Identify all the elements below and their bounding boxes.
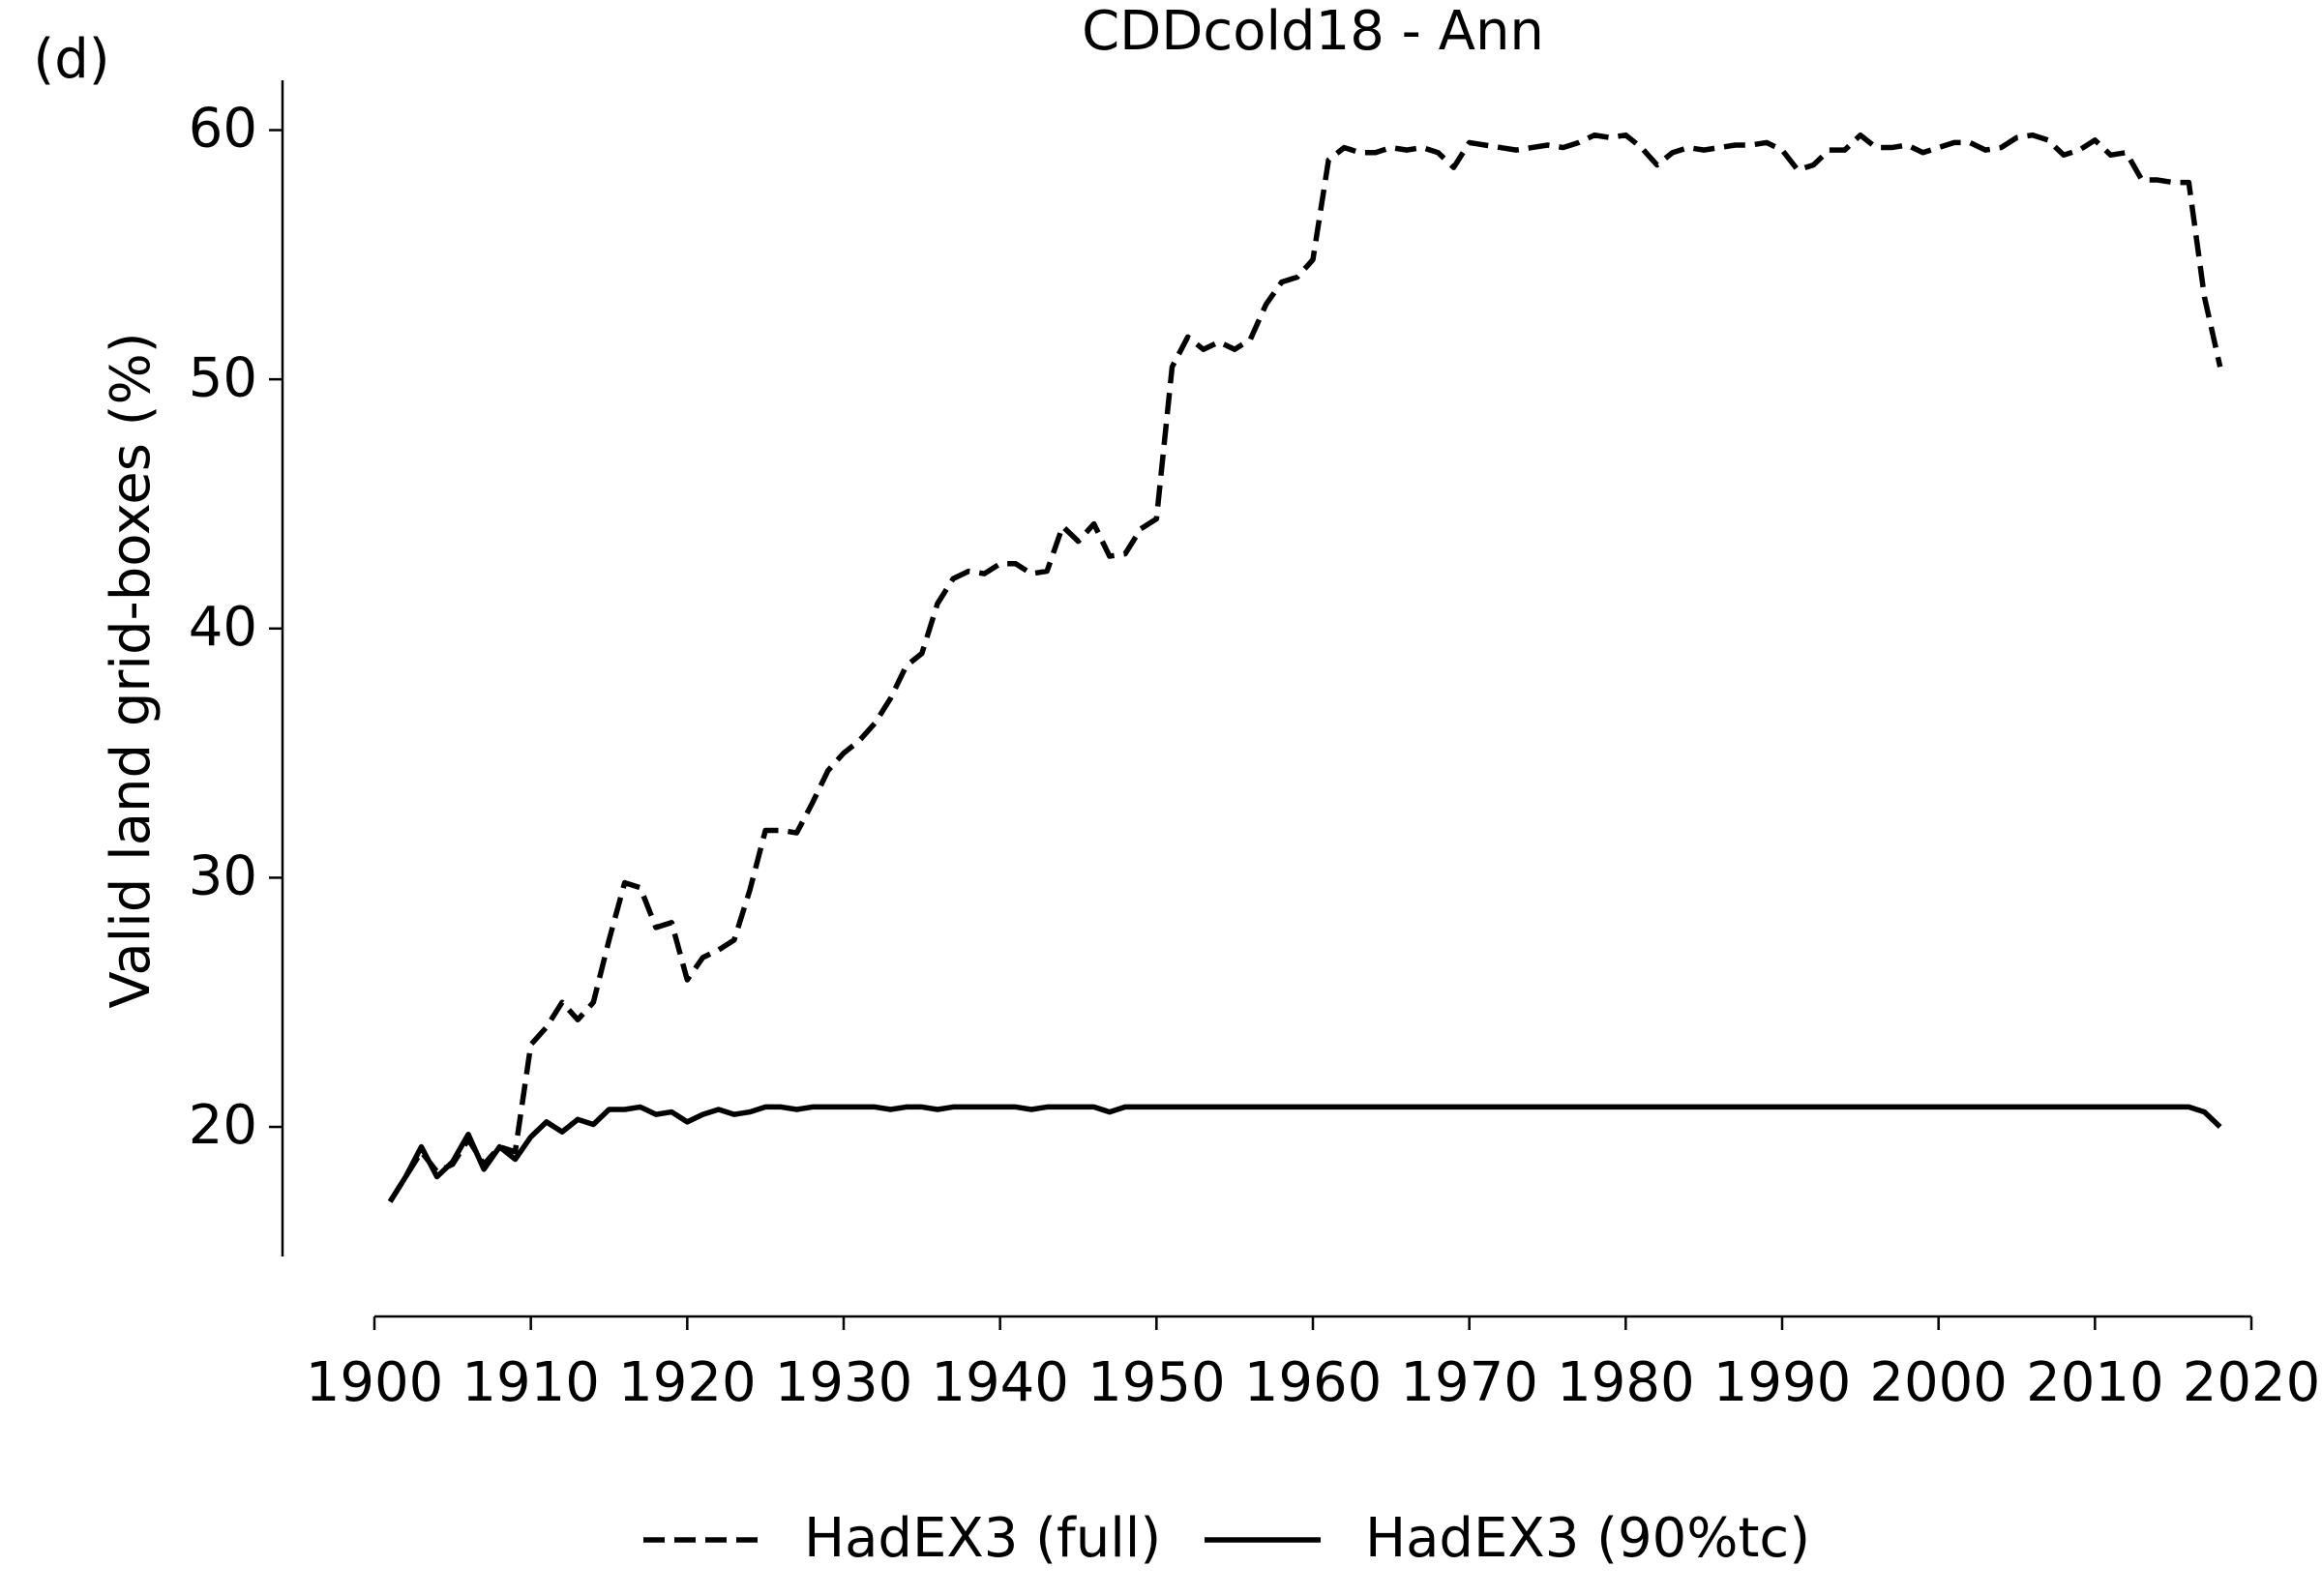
x-tick-label: 1980 bbox=[1557, 1351, 1695, 1414]
x-tick-label: 1900 bbox=[306, 1351, 444, 1414]
x-tick-label: 1970 bbox=[1400, 1351, 1538, 1414]
series-line bbox=[387, 132, 2223, 1203]
y-tick-label: 50 bbox=[189, 346, 257, 409]
x-tick-label: 1910 bbox=[461, 1351, 600, 1414]
x-tick-label: 1930 bbox=[775, 1351, 913, 1414]
legend-label: HadEX3 (full) bbox=[804, 1507, 1161, 1570]
x-tick-label: 1990 bbox=[1713, 1351, 1852, 1414]
y-tick-label: 30 bbox=[189, 845, 257, 908]
panel-label: (d) bbox=[33, 28, 109, 91]
x-tick-label: 1950 bbox=[1087, 1351, 1226, 1414]
series-line bbox=[387, 1104, 2222, 1203]
chart-title: CDDcold18 - Ann bbox=[1082, 0, 1544, 63]
y-tick-label: 60 bbox=[189, 98, 257, 161]
x-tick-label: 2000 bbox=[1869, 1351, 2008, 1414]
legend-label: HadEX3 (90%tc) bbox=[1365, 1507, 1810, 1570]
y-tick-label: 20 bbox=[189, 1094, 257, 1157]
y-tick-label: 40 bbox=[189, 596, 257, 659]
x-tick-label: 1920 bbox=[618, 1351, 757, 1414]
x-tick-label: 2010 bbox=[2026, 1351, 2164, 1414]
x-tick-label: 2020 bbox=[2183, 1351, 2321, 1414]
y-axis-label: Valid land grid-boxes (%) bbox=[100, 332, 163, 1008]
x-tick-label: 1960 bbox=[1244, 1351, 1383, 1414]
x-tick-label: 1940 bbox=[931, 1351, 1069, 1414]
